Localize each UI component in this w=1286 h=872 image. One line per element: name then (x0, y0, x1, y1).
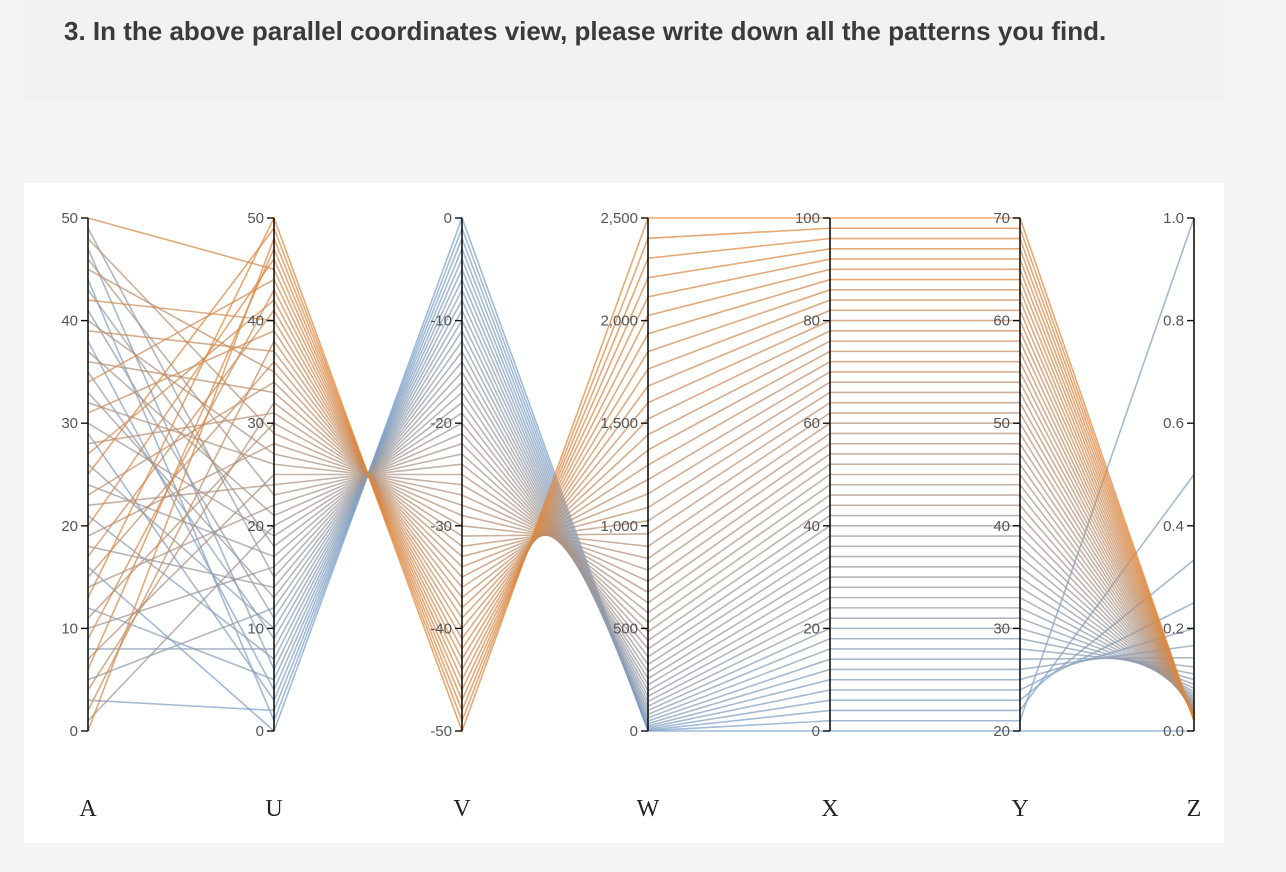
axis-x: 0 20 40 60 80 100 X (795, 210, 839, 822)
tick-label: 60 (803, 415, 820, 432)
tick-label: -50 (430, 723, 452, 740)
tick-label: 0.6 (1163, 415, 1184, 432)
axis-name-label: Y (1011, 796, 1028, 822)
tick-label: 1,500 (600, 415, 638, 432)
tick-label: 20 (247, 518, 264, 535)
polylines-layer (87, 215, 1195, 734)
tick-label: 0.4 (1163, 518, 1184, 535)
tick-label: 1,000 (600, 518, 638, 535)
axis-name-label: W (637, 796, 660, 822)
tick-label: 40 (803, 518, 820, 535)
tick-label: 500 (613, 620, 638, 637)
tick-label: 0 (70, 723, 78, 740)
tick-label: 10 (247, 620, 264, 637)
tick-label: 2,000 (600, 313, 638, 330)
tick-label: -40 (430, 620, 452, 637)
tick-label: 50 (247, 210, 264, 227)
tick-label: 30 (61, 415, 78, 432)
tick-label: 20 (61, 518, 78, 535)
axis-u: 0 10 20 30 40 50 U (247, 210, 282, 822)
tick-label: 0.8 (1163, 313, 1184, 330)
question-banner (24, 0, 1224, 100)
tick-label: 50 (993, 415, 1010, 432)
tick-label: 40 (993, 518, 1010, 535)
tick-label: 0 (630, 723, 638, 740)
axis-a: 0 10 20 30 40 50 A (61, 210, 97, 822)
tick-label: 0 (256, 723, 264, 740)
tick-label: 60 (993, 313, 1010, 330)
tick-label: 20 (993, 723, 1010, 740)
axis-name-label: X (821, 796, 838, 822)
tick-label: 0 (812, 723, 820, 740)
tick-label: 70 (993, 210, 1010, 227)
axis-w: 0 500 1,000 1,500 2,000 2,500 W (600, 210, 659, 822)
axis-y: 20 30 40 50 60 70 Y (993, 210, 1028, 822)
axis-v: -50 -40 -30 -20 -10 0 V (430, 210, 471, 822)
axis-name-label: U (265, 796, 282, 822)
tick-label: 10 (61, 620, 78, 637)
axis-name-label: A (79, 796, 97, 822)
question-text: 3. In the above parallel coordinates vie… (64, 16, 1107, 46)
tick-label: 0.0 (1163, 723, 1184, 740)
tick-label: 2,500 (600, 210, 638, 227)
tick-label: 80 (803, 313, 820, 330)
tick-label: 30 (247, 415, 264, 432)
tick-label: 40 (247, 313, 264, 330)
tick-label: 1.0 (1163, 210, 1184, 227)
tick-label: -20 (430, 415, 452, 432)
axis-name-label: V (453, 796, 471, 822)
chart-panel: 0 10 20 30 40 50 A 0 10 20 30 40 50 U -50 -40 -30 -20 -10 0… (24, 183, 1224, 843)
axis-name-label: Z (1187, 796, 1202, 822)
axes-layer: 0 10 20 30 40 50 A 0 10 20 30 40 50 U -50 -40 -30 -20 -10 0… (61, 210, 1201, 822)
tick-label: 0 (444, 210, 452, 227)
tick-label: -10 (430, 313, 452, 330)
tick-label: 30 (993, 620, 1010, 637)
data-polyline (87, 422, 1195, 722)
tick-label: -30 (430, 518, 452, 535)
tick-label: 20 (803, 620, 820, 637)
tick-label: 40 (61, 313, 78, 330)
parallel-coordinates-chart: 0 10 20 30 40 50 A 0 10 20 30 40 50 U -50 -40 -30 -20 -10 0… (61, 210, 1201, 822)
tick-label: 100 (795, 210, 820, 227)
axis-z: 0.0 0.2 0.4 0.6 0.8 1.0 Z (1163, 210, 1201, 822)
tick-label: 0.2 (1163, 620, 1184, 637)
tick-label: 50 (61, 210, 78, 227)
